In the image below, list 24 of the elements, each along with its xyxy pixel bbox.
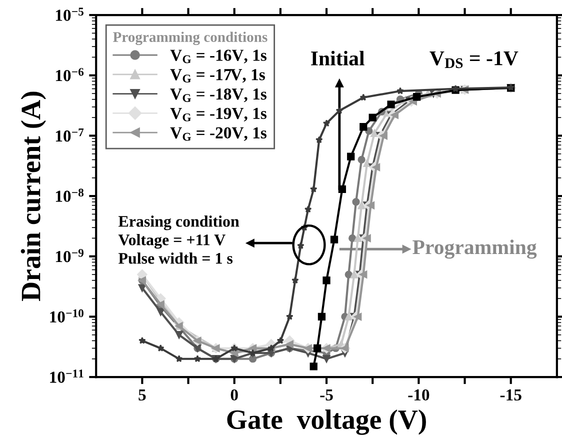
annotation: Initial — [311, 50, 364, 66]
y-tick-label: 10$^{−5}$ — [56, 8, 84, 21]
legend-label: V$_{G}$ = -16V, 1s — [170, 50, 266, 64]
legend-title: Programming conditions — [113, 32, 268, 46]
annotation: V$_{DS}$ = -1V — [430, 51, 518, 68]
legend-label: V$_{G}$ = -17V, 1s — [170, 69, 265, 83]
x-tick-label: 0 — [230, 389, 238, 401]
legend-label: V$_{G}$ = -20V, 1s — [170, 127, 266, 141]
x-tick-label: -10 — [408, 389, 430, 401]
y-tick-label: 10$^{−9}$ — [56, 248, 84, 262]
x-tick-label: -15 — [500, 389, 522, 401]
x-axis-title: Gate voltage (V) — [227, 410, 426, 435]
x-tick-label: -5 — [320, 389, 333, 401]
y-tick-label: 10$^{−10}$ — [50, 309, 84, 323]
annotation: Erasing condition Voltage = +11 V Pulse width = 1 s — [118, 216, 240, 264]
y-axis-title: Drain current (A) — [20, 92, 46, 301]
x-tick-label: 5 — [138, 389, 146, 401]
y-tick-label: 10$^{−11}$ — [50, 370, 84, 383]
legend-label: V$_{G}$ = -19V, 1s — [170, 108, 266, 122]
annotation: Programming — [412, 240, 537, 259]
y-tick-label: 10$^{−8}$ — [56, 188, 84, 202]
y-tick-label: 10$^{−7}$ — [56, 128, 84, 142]
y-tick-label: 10$^{−6}$ — [56, 68, 84, 82]
legend-label: V$_{G}$ = -18V, 1s — [170, 88, 266, 102]
